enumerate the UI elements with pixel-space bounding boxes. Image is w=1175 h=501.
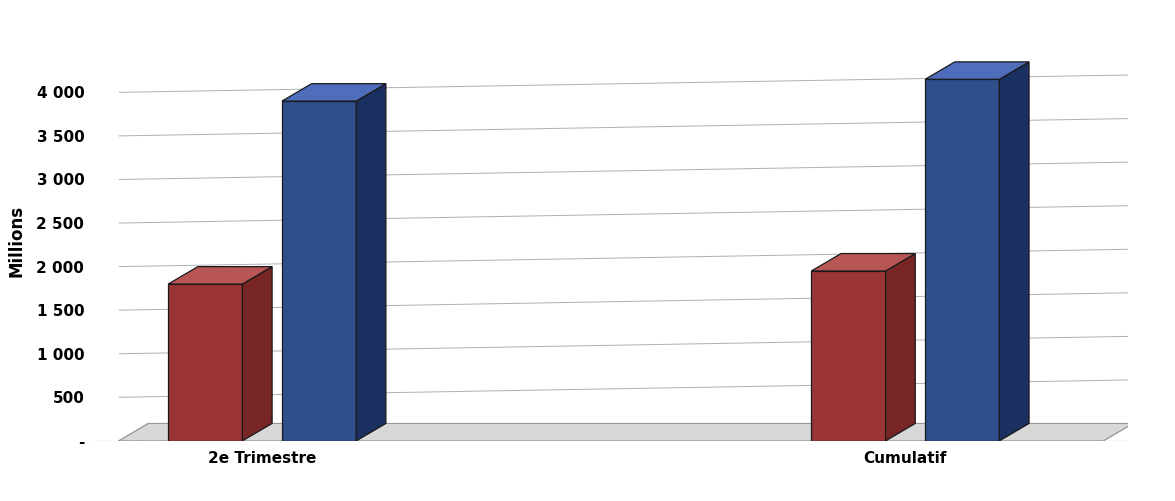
Polygon shape: [168, 267, 273, 284]
Polygon shape: [812, 271, 886, 441]
Polygon shape: [119, 423, 1133, 441]
Y-axis label: Millions: Millions: [7, 204, 26, 277]
Polygon shape: [925, 62, 1029, 79]
Polygon shape: [925, 79, 1000, 441]
Polygon shape: [168, 284, 242, 441]
Polygon shape: [282, 101, 356, 441]
Polygon shape: [282, 84, 385, 101]
Polygon shape: [886, 254, 915, 441]
Polygon shape: [242, 267, 273, 441]
Polygon shape: [812, 254, 915, 271]
Polygon shape: [1000, 62, 1029, 441]
Polygon shape: [356, 84, 385, 441]
